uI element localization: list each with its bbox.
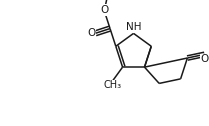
- Text: O: O: [200, 54, 209, 64]
- Text: NH: NH: [126, 22, 141, 32]
- Text: O: O: [87, 28, 96, 38]
- Text: O: O: [100, 5, 108, 15]
- Text: CH₃: CH₃: [104, 80, 122, 90]
